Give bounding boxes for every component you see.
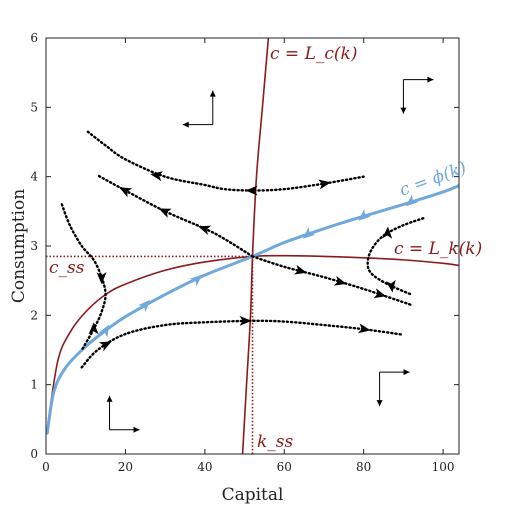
arrow-t2-11: [117, 183, 132, 197]
arrow-t6-21: [386, 280, 398, 293]
x-tick-label: 80: [356, 460, 371, 474]
direction-indicator-1: [183, 91, 216, 128]
x-tick-label: 40: [197, 460, 212, 474]
direction-indicator-3: [377, 369, 410, 406]
direction-indicator-0: [107, 396, 140, 433]
x-tick-label: 0: [42, 460, 50, 474]
arrow-phi-1: [138, 296, 154, 312]
x-tick-label: 60: [277, 460, 292, 474]
lk-curve-label: c = L_k(k): [394, 239, 482, 259]
direction-indicator-2: [400, 77, 433, 114]
y-tick-label: 0: [30, 447, 38, 461]
y-tick-label: 4: [30, 170, 38, 184]
arrow-t2-9: [197, 222, 212, 235]
y-tick-label: 1: [30, 378, 38, 392]
x-tick-label: 20: [118, 460, 133, 474]
x-axis-label: Capital: [222, 485, 284, 505]
lc-curve-label: c = L_c(k): [270, 44, 357, 64]
css-label: c_ss: [49, 258, 85, 278]
arrow-t2-10: [157, 204, 172, 218]
x-tick-label: 100: [432, 460, 455, 474]
y-tick-label: 3: [30, 239, 38, 253]
y-tick-label: 2: [30, 308, 38, 322]
annotations: c = L_c(k)c = L_k(k)c = ϕ(k)c_ssk_ss: [49, 44, 482, 452]
series-t4-line: [253, 256, 412, 305]
y-axis-label: Consumption: [9, 189, 29, 303]
arrow-t3-12: [99, 337, 114, 351]
kss-label: k_ss: [257, 432, 294, 452]
y-tick-label: 6: [30, 31, 38, 45]
series-lc-line: [243, 38, 269, 454]
y-tick-label: 5: [30, 100, 38, 114]
series-t3-line: [82, 321, 404, 367]
arrow-t4-17: [373, 288, 387, 301]
arrow-t6-20: [382, 226, 393, 239]
arrow-phi-2: [190, 271, 206, 286]
